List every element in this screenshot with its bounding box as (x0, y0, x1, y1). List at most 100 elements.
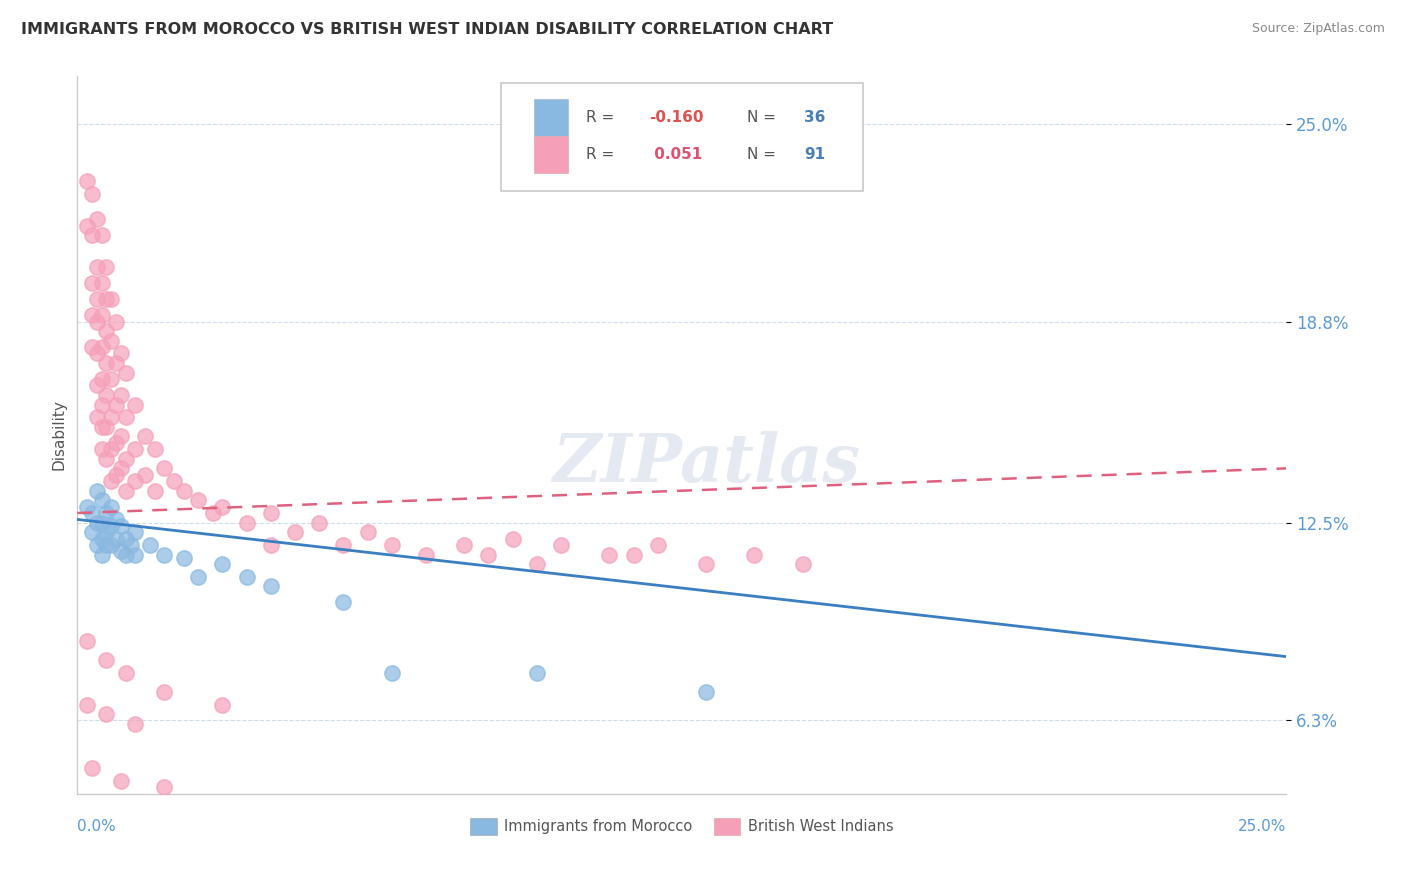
Point (792, 557, 814, 571)
Point (100, 372, 122, 386)
Point (90, 308, 112, 322)
Point (86, 538, 108, 552)
Point (235, 516, 257, 530)
Point (90, 340, 112, 354)
Point (356, 525, 378, 540)
Point (76, 633, 98, 648)
Point (623, 548, 645, 562)
Point (235, 570, 257, 584)
Point (100, 442, 122, 457)
Point (100, 292, 122, 306)
Point (647, 538, 669, 552)
Point (86, 516, 108, 530)
Point (187, 493, 209, 508)
Point (86, 346, 108, 360)
Point (80, 228, 103, 243)
Point (86, 314, 108, 328)
Point (100, 474, 122, 488)
Point (96, 506, 118, 520)
Text: 0.051: 0.051 (650, 147, 703, 162)
Point (90, 398, 112, 412)
Point (100, 500, 122, 514)
Point (120, 538, 142, 552)
Point (124, 525, 146, 540)
Point (598, 548, 620, 562)
Point (86, 212, 108, 227)
Point (143, 442, 166, 457)
Point (90, 372, 112, 386)
Point (86, 483, 108, 498)
Point (477, 548, 499, 562)
Point (105, 398, 128, 412)
Point (415, 548, 437, 562)
Point (124, 548, 146, 562)
Point (124, 398, 146, 412)
Point (80, 340, 103, 354)
Point (80, 186, 103, 201)
Point (110, 388, 132, 402)
Point (211, 698, 233, 712)
Point (86, 410, 108, 425)
Point (110, 774, 132, 789)
Point (260, 579, 283, 593)
Y-axis label: Disability: Disability (51, 400, 66, 470)
Point (90, 493, 112, 508)
Point (453, 538, 475, 552)
Point (114, 410, 136, 425)
Point (100, 410, 122, 425)
Point (76, 698, 98, 712)
Text: 91: 91 (804, 147, 825, 162)
Point (80, 506, 103, 520)
Point (260, 506, 283, 520)
Point (381, 665, 404, 680)
Point (114, 665, 136, 680)
Text: 0.0%: 0.0% (77, 820, 117, 834)
Point (100, 538, 122, 552)
Point (80, 525, 103, 540)
Point (96, 707, 118, 722)
Point (332, 538, 354, 552)
Point (114, 483, 136, 498)
Point (201, 506, 224, 520)
Point (110, 518, 132, 533)
Text: N =: N = (747, 110, 782, 125)
Point (76, 500, 98, 514)
Point (153, 461, 176, 475)
FancyBboxPatch shape (534, 99, 568, 136)
Legend: Immigrants from Morocco, British West Indians: Immigrants from Morocco, British West In… (464, 812, 900, 840)
Point (134, 429, 156, 443)
Text: IMMIGRANTS FROM MOROCCO VS BRITISH WEST INDIAN DISABILITY CORRELATION CHART: IMMIGRANTS FROM MOROCCO VS BRITISH WEST … (21, 22, 834, 37)
Point (86, 260, 108, 275)
Point (153, 548, 176, 562)
Point (76, 219, 98, 233)
Point (96, 420, 118, 434)
Point (96, 653, 118, 667)
Point (124, 442, 146, 457)
Point (173, 483, 195, 498)
Point (90, 228, 112, 243)
Point (80, 277, 103, 291)
Point (80, 761, 103, 775)
Text: 25.0%: 25.0% (1239, 820, 1286, 834)
Point (211, 500, 233, 514)
Point (308, 516, 330, 530)
Point (114, 532, 136, 546)
Point (96, 324, 118, 338)
Point (86, 378, 108, 392)
Point (260, 538, 283, 552)
Point (100, 334, 122, 348)
Text: 36: 36 (804, 110, 825, 125)
Text: N =: N = (747, 147, 782, 162)
Point (153, 685, 176, 699)
Point (105, 532, 128, 546)
Point (76, 174, 98, 188)
Point (90, 532, 112, 546)
Text: -0.160: -0.160 (650, 110, 704, 125)
Point (114, 451, 136, 466)
Point (80, 308, 103, 322)
Point (153, 780, 176, 795)
Point (105, 356, 128, 370)
Point (526, 557, 548, 571)
Point (105, 435, 128, 450)
Point (695, 685, 717, 699)
